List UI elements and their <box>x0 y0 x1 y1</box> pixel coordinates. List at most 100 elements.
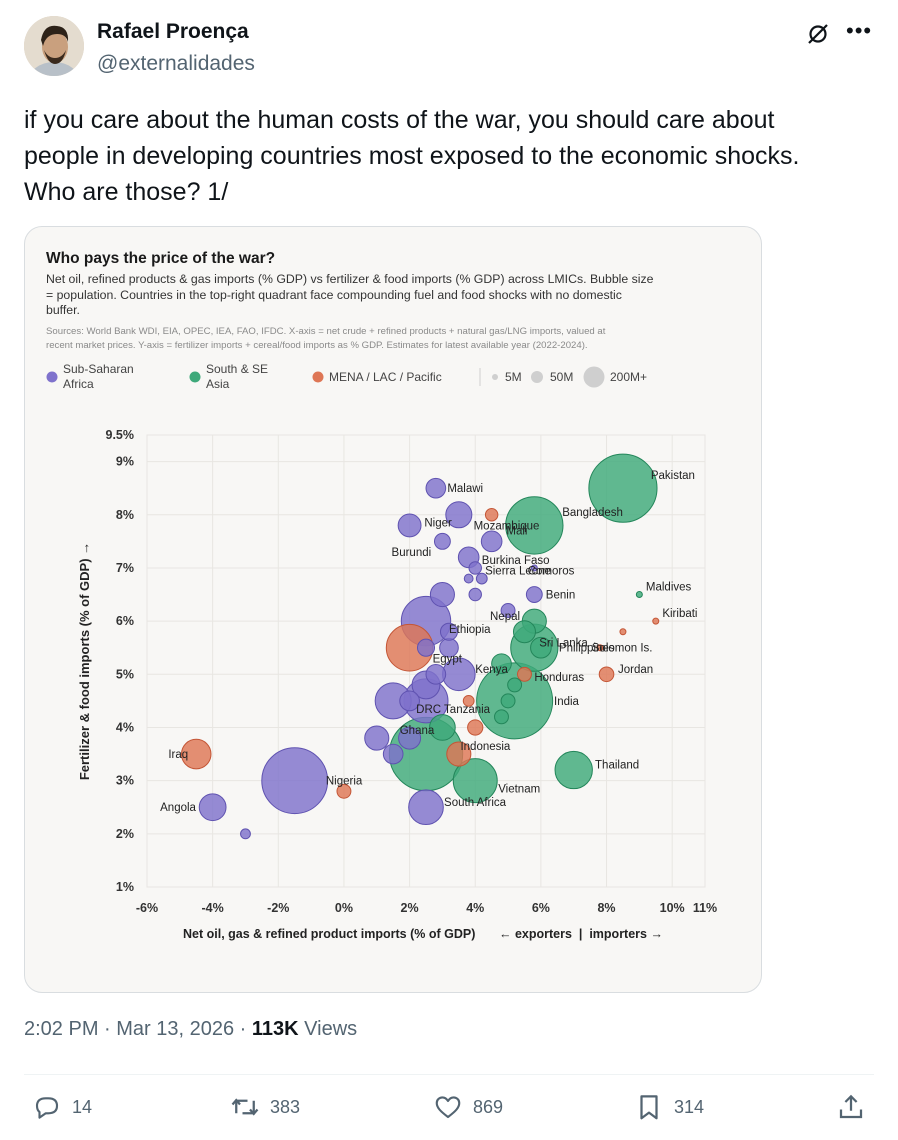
reply-icon <box>35 1097 59 1119</box>
point-label: Bangladesh <box>562 507 623 519</box>
bubble <box>505 496 564 555</box>
point-label: Solomon Is. <box>592 643 653 655</box>
repost-button[interactable]: 383 <box>230 1092 300 1122</box>
x-tick-label: 4% <box>466 901 484 915</box>
x-tick-label: 6% <box>532 901 550 915</box>
user-name[interactable]: Rafael Proença <box>97 20 249 43</box>
point-label: Honduras <box>534 672 584 684</box>
y-axis-label: Fertilizer & food imports (% of GDP) → <box>77 542 92 780</box>
bubble <box>463 573 474 584</box>
legend-swatch-purple <box>46 371 58 383</box>
meta-separator: · <box>234 1018 252 1040</box>
x-tick-label: -2% <box>267 901 289 915</box>
bubble <box>399 690 420 712</box>
bubble <box>530 564 538 572</box>
avatar[interactable] <box>24 16 84 76</box>
bubble <box>198 793 227 822</box>
bubble <box>588 453 658 523</box>
bubble <box>261 747 329 815</box>
share-icon <box>839 1094 863 1119</box>
legend-label: South & SE <box>206 362 268 376</box>
chart-subtitle: Net oil, refined products & gas imports … <box>46 272 654 286</box>
x-tick-label: 8% <box>597 901 615 915</box>
repost-icon <box>231 1098 259 1116</box>
legend-label: Asia <box>206 377 230 391</box>
tweet-date[interactable]: Mar 13, 2026 <box>116 1018 235 1040</box>
bubble <box>596 644 604 652</box>
point-label: Sri Lanka <box>539 637 588 649</box>
bubble <box>240 828 251 840</box>
bubble <box>425 663 447 685</box>
divider <box>24 1074 874 1075</box>
user-handle[interactable]: @externalidades <box>97 52 255 75</box>
bubble <box>416 638 436 657</box>
meta-separator: · <box>98 1018 117 1040</box>
bubble <box>445 501 473 529</box>
bubble <box>398 726 422 750</box>
size-legend-label: 50M <box>550 370 573 384</box>
bubble <box>480 530 503 553</box>
point-label: DRC <box>416 704 441 716</box>
point-label: Ethiopia <box>449 624 491 636</box>
chart-sources: recent market prices. Y-axis = fertilize… <box>46 340 588 351</box>
bubble <box>598 666 615 683</box>
bookmark-icon <box>640 1095 658 1120</box>
views-count: 113K <box>251 1018 299 1040</box>
point-label: Vietnam <box>498 784 540 796</box>
bubble <box>500 603 516 618</box>
bubble <box>619 628 627 636</box>
x-tick-label: 0% <box>335 901 353 915</box>
legend-swatch-green <box>189 371 201 383</box>
tweet-meta: 2:02 PM · Mar 13, 2026 · 113K Views <box>24 1018 357 1041</box>
bubble <box>554 750 593 790</box>
like-button[interactable]: 869 <box>433 1092 503 1122</box>
point-label: Maldives <box>646 582 692 594</box>
point-label: Pakistan <box>651 470 695 482</box>
size-legend-label: 5M <box>505 370 522 384</box>
bubble <box>452 758 498 804</box>
x-ticks: -6% -4% -2% 0% 2% 4% 6% 8% 10% 11% <box>136 901 717 915</box>
tweet-time[interactable]: 2:02 PM <box>24 1018 99 1040</box>
y-tick-label: 9% <box>116 455 134 469</box>
point-label: Nepal <box>490 611 520 623</box>
y-tick-label: 6% <box>116 614 134 628</box>
more-icon[interactable]: ••• <box>846 18 873 43</box>
bubble <box>468 561 482 575</box>
point-label: Comoros <box>528 566 575 578</box>
point-label: Mali <box>506 526 527 538</box>
point-label: Thailand <box>595 760 639 772</box>
reply-button[interactable]: 14 <box>32 1092 92 1122</box>
size-legend-label: 200M+ <box>610 370 647 384</box>
point-label: Ghana <box>400 725 435 737</box>
point-label: Iraq <box>168 749 188 761</box>
like-icon <box>435 1096 461 1119</box>
point-label: South Africa <box>444 797 507 809</box>
x-axis-direction: ← exporters | importers → <box>499 927 663 941</box>
bubble <box>494 709 509 725</box>
point-label: Sierra Leone <box>485 566 551 578</box>
bubble <box>336 783 352 799</box>
tweet-line: Who are those? 1/ <box>24 178 229 206</box>
bubble <box>180 738 212 770</box>
chart-card[interactable]: Who pays the price of the war? Net oil, … <box>24 226 762 993</box>
tweet-line: people in developing countries most expo… <box>24 142 800 170</box>
size-legend-dot <box>531 371 543 383</box>
legend-label: Africa <box>63 377 94 391</box>
share-button[interactable] <box>836 1092 866 1122</box>
bookmark-button[interactable]: 314 <box>634 1092 704 1122</box>
point-label: Mozambique <box>474 520 540 532</box>
bubble <box>397 513 422 538</box>
tweet-line: if you care about the human costs of the… <box>24 106 775 134</box>
grok-icon[interactable] <box>806 22 830 46</box>
y-tick-label: 7% <box>116 561 134 575</box>
bubble <box>364 725 390 751</box>
bubble <box>635 591 643 599</box>
legend-swatch-orange <box>312 371 324 383</box>
point-label: Angola <box>160 802 196 814</box>
bubble <box>467 719 484 736</box>
point-label: Nigeria <box>326 776 363 788</box>
repost-count: 383 <box>270 1096 301 1117</box>
bubble <box>425 477 447 499</box>
bubble <box>517 666 532 682</box>
bubble <box>475 572 488 585</box>
